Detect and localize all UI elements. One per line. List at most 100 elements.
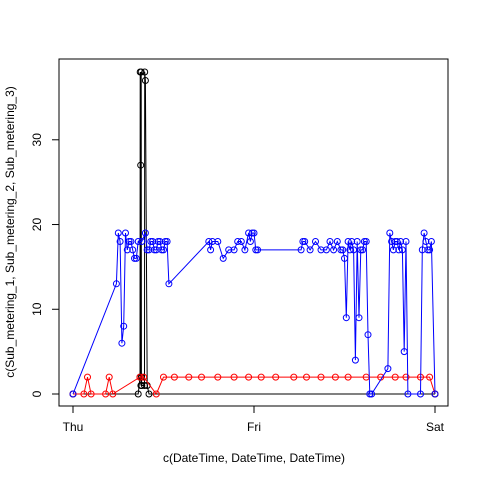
- data-point: [397, 238, 405, 245]
- data-point: [109, 390, 117, 398]
- x-tick-label: Fri: [247, 420, 261, 434]
- data-point: [150, 246, 158, 254]
- data-point: [80, 390, 88, 398]
- data-point: [141, 382, 148, 389]
- series-sub-metering-3: [69, 229, 439, 398]
- data-point: [326, 238, 334, 245]
- data-point: [368, 390, 376, 398]
- data-point: [140, 373, 148, 381]
- data-point: [118, 339, 126, 347]
- data-point: [69, 390, 77, 398]
- data-point: [141, 68, 149, 76]
- data-point: [87, 390, 95, 398]
- data-point: [312, 238, 319, 245]
- data-point: [254, 246, 262, 254]
- data-point: [344, 238, 352, 245]
- data-point: [393, 238, 401, 245]
- data-point: [427, 238, 435, 245]
- data-point: [112, 280, 120, 288]
- y-axis-label: c(Sub_metering_1, Sub_metering_2, Sub_me…: [3, 86, 17, 378]
- data-point: [123, 246, 131, 254]
- data-point: [426, 246, 434, 254]
- data-point: [362, 238, 370, 245]
- series-layer: [69, 68, 439, 398]
- x-tick-label: Thu: [63, 420, 84, 434]
- data-point: [165, 280, 173, 288]
- data-point: [290, 373, 298, 381]
- data-point: [136, 373, 144, 381]
- data-point: [245, 373, 253, 381]
- data-point: [431, 390, 439, 398]
- data-point: [388, 238, 396, 245]
- data-point: [137, 161, 145, 169]
- data-point: [330, 246, 338, 254]
- data-point: [272, 373, 280, 381]
- data-point: [122, 229, 129, 237]
- data-point: [134, 390, 142, 398]
- series-line: [72, 231, 436, 395]
- data-point: [306, 246, 314, 254]
- data-point: [160, 246, 167, 254]
- data-point: [170, 373, 178, 381]
- data-point: [404, 390, 412, 398]
- data-point: [241, 246, 249, 254]
- data-point: [346, 246, 354, 254]
- data-point: [353, 238, 361, 245]
- data-point: [317, 246, 325, 254]
- data-point: [214, 373, 222, 381]
- data-point: [297, 246, 305, 254]
- y-tick-label: 0: [30, 390, 44, 397]
- data-point: [344, 373, 352, 381]
- data-point: [234, 238, 242, 245]
- data-point: [137, 68, 145, 76]
- data-point: [355, 314, 363, 322]
- data-point: [134, 238, 142, 245]
- data-point: [141, 229, 149, 237]
- data-point: [230, 373, 238, 381]
- data-point: [163, 238, 171, 245]
- data-point: [384, 365, 392, 373]
- data-point: [303, 373, 310, 381]
- data-point: [333, 238, 341, 245]
- data-point: [402, 238, 410, 245]
- data-point: [257, 373, 265, 381]
- data-point: [185, 373, 193, 381]
- data-point: [156, 238, 164, 245]
- data-point: [198, 373, 205, 381]
- data-point: [400, 348, 408, 356]
- data-point: [141, 77, 149, 84]
- data-point: [138, 382, 146, 389]
- data-point: [341, 254, 348, 262]
- data-point: [417, 390, 424, 398]
- data-point: [331, 373, 339, 381]
- data-point: [351, 356, 359, 364]
- data-point: [317, 373, 325, 381]
- data-point: [114, 229, 122, 237]
- x-axis-label: c(DateTime, DateTime, DateTime): [163, 451, 345, 465]
- data-point: [395, 246, 403, 254]
- data-point: [225, 246, 233, 254]
- data-point: [245, 229, 253, 237]
- data-point: [386, 229, 394, 237]
- data-point: [116, 238, 124, 245]
- data-point: [205, 238, 213, 245]
- data-point: [208, 238, 216, 245]
- data-point: [420, 229, 428, 237]
- data-point: [339, 246, 347, 254]
- x-tick-label: Sat: [426, 420, 445, 434]
- series-line: [73, 376, 436, 395]
- data-point: [350, 246, 358, 254]
- data-point: [152, 246, 160, 254]
- data-point: [120, 322, 128, 330]
- data-point: [207, 246, 215, 254]
- data-point: [237, 238, 245, 245]
- data-point: [359, 246, 367, 254]
- data-point: [426, 373, 434, 381]
- data-point: [138, 238, 146, 245]
- data-point: [160, 373, 167, 381]
- data-point: [152, 390, 160, 398]
- data-point: [301, 238, 309, 245]
- y-tick-label: 30: [30, 133, 44, 147]
- data-point: [402, 373, 410, 381]
